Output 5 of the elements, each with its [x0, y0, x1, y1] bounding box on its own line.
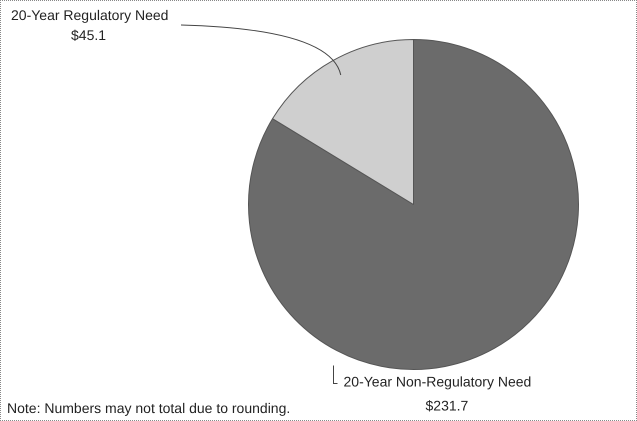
text: Note: Numbers may not total due to rounding. — [7, 400, 290, 416]
data-label: $45.1 — [71, 26, 106, 43]
slice-label: 20-Year Regulatory Need — [11, 6, 168, 23]
data-label: $231.7 — [426, 397, 469, 414]
slice-label: 20-Year Non-Regulatory Need — [344, 373, 532, 390]
